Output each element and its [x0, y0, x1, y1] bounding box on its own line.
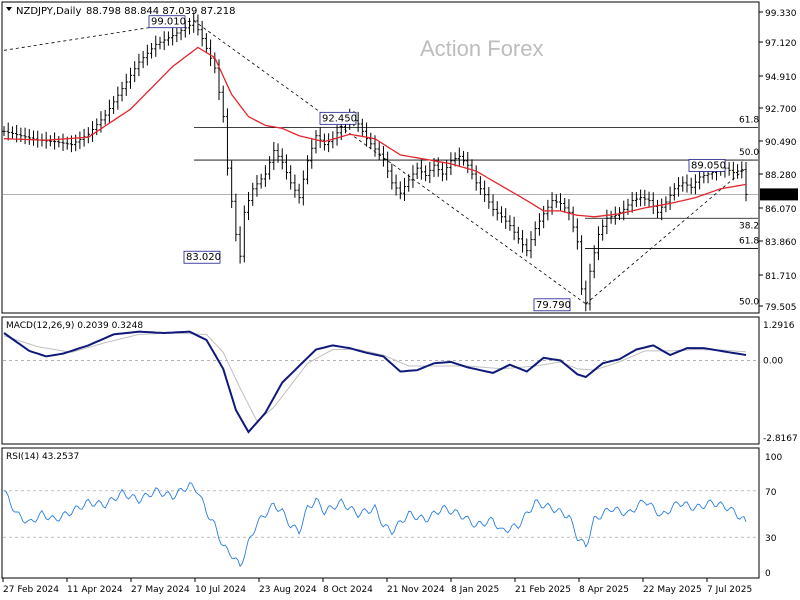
price-label-box	[533, 298, 571, 312]
x-tick-label: 22 May 2025	[643, 585, 702, 595]
y-tick-label: 86.070	[765, 205, 797, 215]
trendline	[193, 20, 587, 305]
ohlc-label: 88.798 88.844 87.039 87.218	[86, 6, 236, 17]
rsi-layer	[3, 482, 758, 568]
fib-label: 50.0	[739, 297, 759, 307]
fib-label: 50.0	[739, 148, 759, 158]
rsi-tick-label: 100	[765, 453, 782, 463]
y-tick-label: 99.330	[765, 9, 797, 19]
macd-signal-line	[3, 332, 747, 422]
x-tick-label: 21 Feb 2025	[515, 585, 571, 595]
x-tick-label: 8 Oct 2024	[323, 585, 373, 595]
rsi-line	[3, 482, 747, 568]
rsi-tick-label: 0	[765, 569, 771, 579]
price-label-box	[688, 159, 726, 172]
y-tick-label: 88.280	[765, 171, 797, 181]
price-panel	[1, 1, 760, 314]
x-tick-label: 10 Jul 2024	[195, 585, 246, 595]
fib-label: 61.8	[739, 236, 759, 246]
price-label-box	[183, 250, 221, 264]
rsi-panel	[1, 447, 760, 579]
y-tick-label: 81.710	[765, 272, 797, 282]
x-tick-label: 27 May 2024	[131, 585, 190, 595]
rsi-title: RSI(14) 43.2537	[6, 452, 79, 462]
macd-tick-label: -2.8167	[763, 434, 798, 444]
x-tick-label: 21 Nov 2024	[387, 585, 445, 595]
macd-title: MACD(12,26,9) 0.2039 0.3248	[6, 321, 143, 331]
x-tick-label: 27 Feb 2024	[3, 585, 59, 595]
x-tick-label: 11 Apr 2024	[67, 585, 123, 595]
symbol-dropdown-icon[interactable]	[6, 7, 12, 11]
symbol-label: NZDJPY,Daily	[16, 6, 81, 17]
fib-label: 38.2	[739, 222, 759, 232]
x-tick-label: 23 Aug 2024	[259, 585, 317, 595]
price-layer: 99.010 92.450 89.050 83.020 79.790 61.8 50.0 38…	[2, 12, 759, 312]
price-label: 92.450	[322, 113, 357, 124]
x-tick-label: 7 Jul 2025	[707, 585, 752, 595]
rsi-tick-label: 70	[765, 488, 777, 498]
axis-layer: 99.330 97.120 94.910 92.700 90.490 88.280 86.0…	[2, 9, 798, 595]
watermark: Action Forex	[420, 36, 544, 61]
y-tick-label: 97.120	[765, 39, 797, 49]
macd-tick-label: 1.2916	[763, 321, 795, 331]
y-tick-label: 92.700	[765, 105, 797, 115]
trendline	[585, 167, 747, 305]
moving-average-line	[3, 46, 747, 218]
price-label: 99.010	[151, 17, 186, 28]
y-tick-label: 79.505	[765, 303, 797, 313]
price-label: 89.050	[691, 160, 726, 171]
macd-layer	[3, 330, 758, 434]
price-label-box	[148, 15, 186, 29]
y-tick-label: 94.910	[765, 73, 797, 83]
macd-panel	[1, 316, 760, 445]
y-tick-label: 90.490	[765, 138, 797, 148]
trendline	[3, 20, 194, 51]
rsi-tick-label: 30	[765, 534, 777, 544]
current-price-tag	[760, 188, 798, 201]
x-tick-label: 8 Apr 2025	[579, 585, 629, 595]
price-label-box	[319, 111, 357, 125]
current-price-label: 87.218	[764, 191, 796, 201]
x-tick-label: 8 Jan 2025	[451, 585, 499, 595]
price-label: 83.020	[186, 252, 221, 263]
fib-label: 61.8	[739, 115, 759, 125]
price-label: 79.790	[536, 300, 571, 311]
y-tick-label: 83.860	[765, 238, 797, 248]
macd-line	[3, 330, 747, 434]
macd-tick-label: 0.00	[763, 357, 783, 367]
